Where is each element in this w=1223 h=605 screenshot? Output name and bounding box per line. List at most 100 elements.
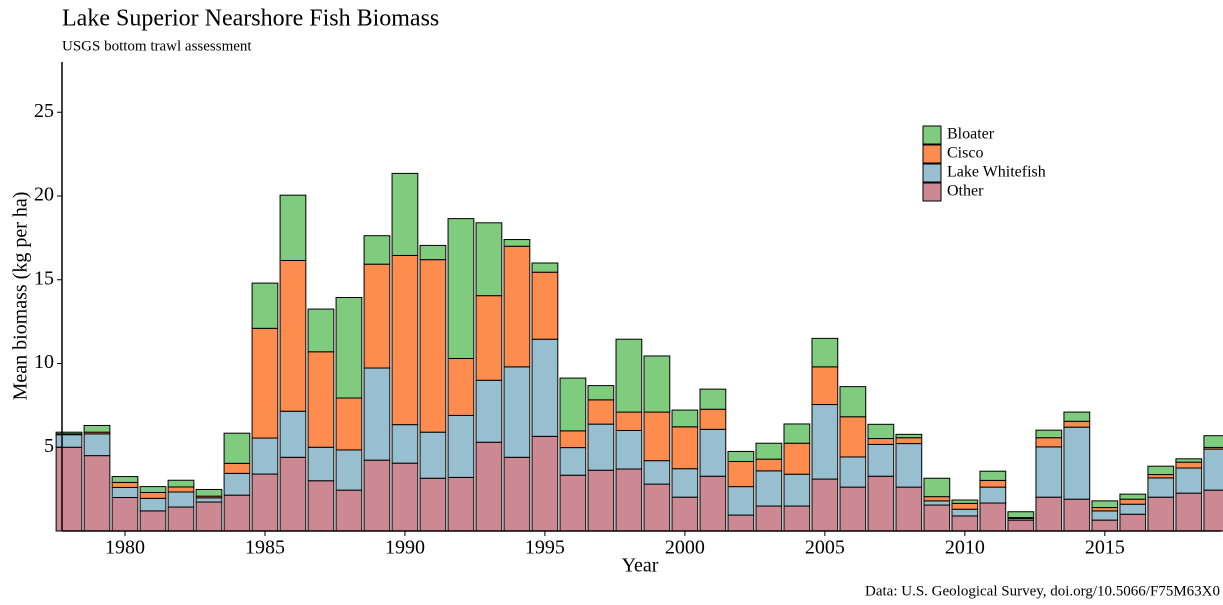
bar-segment	[279, 259, 307, 412]
bar-segment	[111, 486, 139, 499]
bar-segment	[55, 446, 83, 532]
bar-segment	[1091, 507, 1119, 512]
bar-segment	[1063, 420, 1091, 428]
bar-segment	[1175, 461, 1203, 469]
bar-segment	[1119, 498, 1147, 505]
x-tick-label: 2010	[945, 537, 985, 559]
bar-segment	[587, 469, 615, 532]
bar-segment	[699, 408, 727, 430]
bar-segment	[195, 497, 223, 503]
bar-segment	[1091, 510, 1119, 521]
bar-segment	[251, 327, 279, 439]
bar-segment	[615, 430, 643, 470]
bar-segment	[111, 481, 139, 488]
bar-segment	[671, 409, 699, 428]
bar-segment	[419, 259, 447, 433]
legend-swatch	[922, 144, 942, 164]
bar-segment	[867, 475, 895, 532]
bar-segment	[811, 404, 839, 480]
x-tick-label: 1985	[245, 537, 285, 559]
bar-segment	[867, 423, 895, 440]
y-axis-label: Mean biomass (kg per ha)	[10, 192, 32, 401]
bar-segment	[923, 500, 951, 506]
chart-title: Lake Superior Nearshore Fish Biomass	[62, 6, 439, 32]
bar-segment	[279, 456, 307, 532]
x-axis-label: Year	[622, 555, 659, 577]
legend-swatch	[922, 163, 942, 183]
bar-segment	[839, 456, 867, 488]
bar-segment	[559, 430, 587, 449]
bar-segment	[335, 297, 363, 399]
bar-segment	[1203, 448, 1223, 491]
bar-segment	[1007, 519, 1035, 532]
bar-segment	[55, 434, 83, 448]
bar-segment	[783, 423, 811, 444]
bar-segment	[979, 470, 1007, 481]
bar-segment	[1035, 446, 1063, 498]
bar-segment	[447, 357, 475, 416]
legend-swatch	[922, 182, 942, 202]
bar-segment	[895, 443, 923, 488]
bar-segment	[419, 477, 447, 532]
bar-segment	[335, 449, 363, 491]
legend-label: Other	[947, 183, 984, 200]
bar-segment	[867, 438, 895, 445]
bar-segment	[1119, 493, 1147, 500]
bar-segment	[951, 499, 979, 504]
x-tick-label: 2015	[1085, 537, 1125, 559]
bar-segment	[167, 486, 195, 493]
bar-segment	[531, 262, 559, 273]
bar-segment	[111, 497, 139, 532]
bar-segment	[1091, 519, 1119, 532]
bar-segment	[167, 479, 195, 488]
bar-segment	[167, 506, 195, 532]
legend-label: Bloater	[947, 126, 995, 143]
bar-segment	[531, 435, 559, 532]
bar-segment	[139, 497, 167, 512]
bar-segment	[783, 505, 811, 532]
bar-segment	[643, 411, 671, 462]
bar-segment	[783, 473, 811, 507]
bar-segment	[363, 367, 391, 461]
bar-segment	[1063, 426, 1091, 500]
bar-segment	[811, 337, 839, 368]
legend-swatch	[922, 125, 942, 145]
bar-segment	[111, 476, 139, 483]
bar-segment	[755, 442, 783, 460]
bar-segment	[1175, 492, 1203, 532]
bar-segment	[475, 222, 503, 297]
bar-segment	[307, 446, 335, 482]
bar-segment	[363, 263, 391, 369]
bar-segment	[391, 254, 419, 426]
bar-segment	[727, 486, 755, 516]
bar-segment	[1175, 467, 1203, 494]
bar-segment	[559, 377, 587, 432]
bar-segment	[363, 235, 391, 265]
bar-segment	[839, 486, 867, 532]
bar-segment	[1119, 503, 1147, 515]
bar-segment	[419, 431, 447, 479]
bar-segment	[335, 489, 363, 532]
bar-segment	[559, 474, 587, 532]
bar-segment	[195, 501, 223, 532]
bar-segment	[615, 338, 643, 413]
bar-segment	[83, 424, 111, 433]
bar-segment	[895, 486, 923, 532]
bar-segment	[615, 411, 643, 432]
bar-segment	[447, 476, 475, 532]
bar-segment	[951, 515, 979, 532]
bar-segment	[83, 455, 111, 532]
bar-segment	[307, 308, 335, 353]
bar-segment	[55, 431, 83, 435]
x-tick-label: 1980	[105, 537, 145, 559]
bar-segment	[1119, 513, 1147, 532]
bar-segment	[1203, 435, 1223, 448]
bar-segment	[1063, 411, 1091, 422]
bar-segment	[895, 437, 923, 445]
bar-segment	[223, 432, 251, 464]
caption: Data: U.S. Geological Survey, doi.org/10…	[865, 583, 1220, 599]
y-tick-label: 5	[44, 435, 54, 457]
bar-segment	[307, 351, 335, 448]
bar-segment	[195, 488, 223, 497]
